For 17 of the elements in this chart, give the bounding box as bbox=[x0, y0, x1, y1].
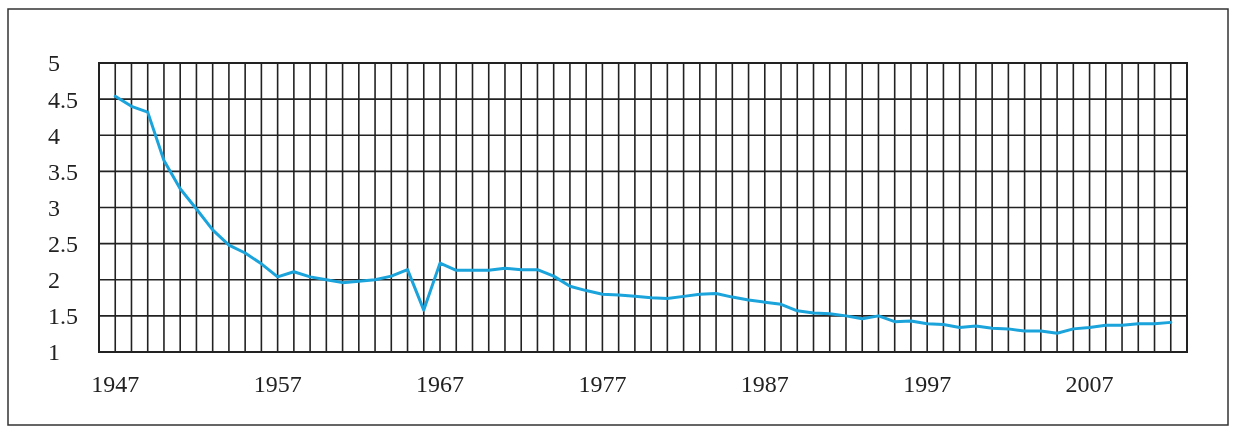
y-tick-label: 4 bbox=[48, 122, 60, 149]
line-series bbox=[113, 94, 1173, 335]
x-tick-label: 1967 bbox=[416, 371, 465, 397]
x-tick-label: 1957 bbox=[253, 371, 302, 397]
y-tick-label: 5 bbox=[48, 50, 60, 77]
y-tick-label: 1 bbox=[48, 339, 60, 366]
x-tick-label: 2007 bbox=[1065, 371, 1114, 397]
y-tick-label: 1.5 bbox=[48, 303, 78, 330]
y-tick-label: 3 bbox=[48, 194, 60, 221]
x-tick-label: 1947 bbox=[91, 371, 140, 397]
y-tick-label: 4.5 bbox=[48, 86, 78, 113]
y-tick-label: 2 bbox=[48, 267, 60, 294]
x-tick-label: 1987 bbox=[740, 371, 789, 397]
x-tick-label: 1997 bbox=[903, 371, 952, 397]
y-tick-label: 2.5 bbox=[48, 231, 78, 258]
y-tick-label: 3.5 bbox=[48, 158, 78, 185]
x-tick-label: 1977 bbox=[578, 371, 627, 397]
